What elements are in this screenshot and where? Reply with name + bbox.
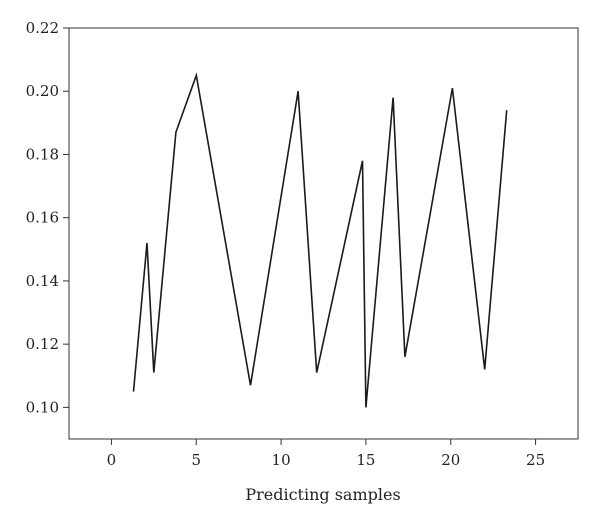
y-tick-label: 0.12 <box>26 335 59 353</box>
series-group <box>132 72 508 408</box>
y-tick-label: 0.10 <box>26 398 59 416</box>
x-tick-label: 5 <box>191 451 201 469</box>
y-axis-ticks: 0.10 0.12 0.14 0.16 0.18 0.20 0.22 <box>26 19 69 416</box>
x-tick-label: 25 <box>526 451 545 469</box>
y-tick-label: 0.22 <box>26 19 59 37</box>
plot-frame <box>68 27 579 440</box>
x-tick-label: 0 <box>107 451 117 469</box>
y-tick-label: 0.20 <box>26 82 59 100</box>
y-tick-label: 0.16 <box>26 209 59 227</box>
x-axis-title: Predicting samples <box>245 485 400 504</box>
x-tick-label: 20 <box>441 451 460 469</box>
x-tick-label: 10 <box>272 451 291 469</box>
y-tick-label: 0.14 <box>26 272 59 290</box>
y-tick-label: 0.18 <box>26 145 59 163</box>
x-axis-ticks: 0 5 10 15 20 25 <box>107 439 545 469</box>
series-line <box>132 72 508 408</box>
x-tick-label: 15 <box>356 451 375 469</box>
